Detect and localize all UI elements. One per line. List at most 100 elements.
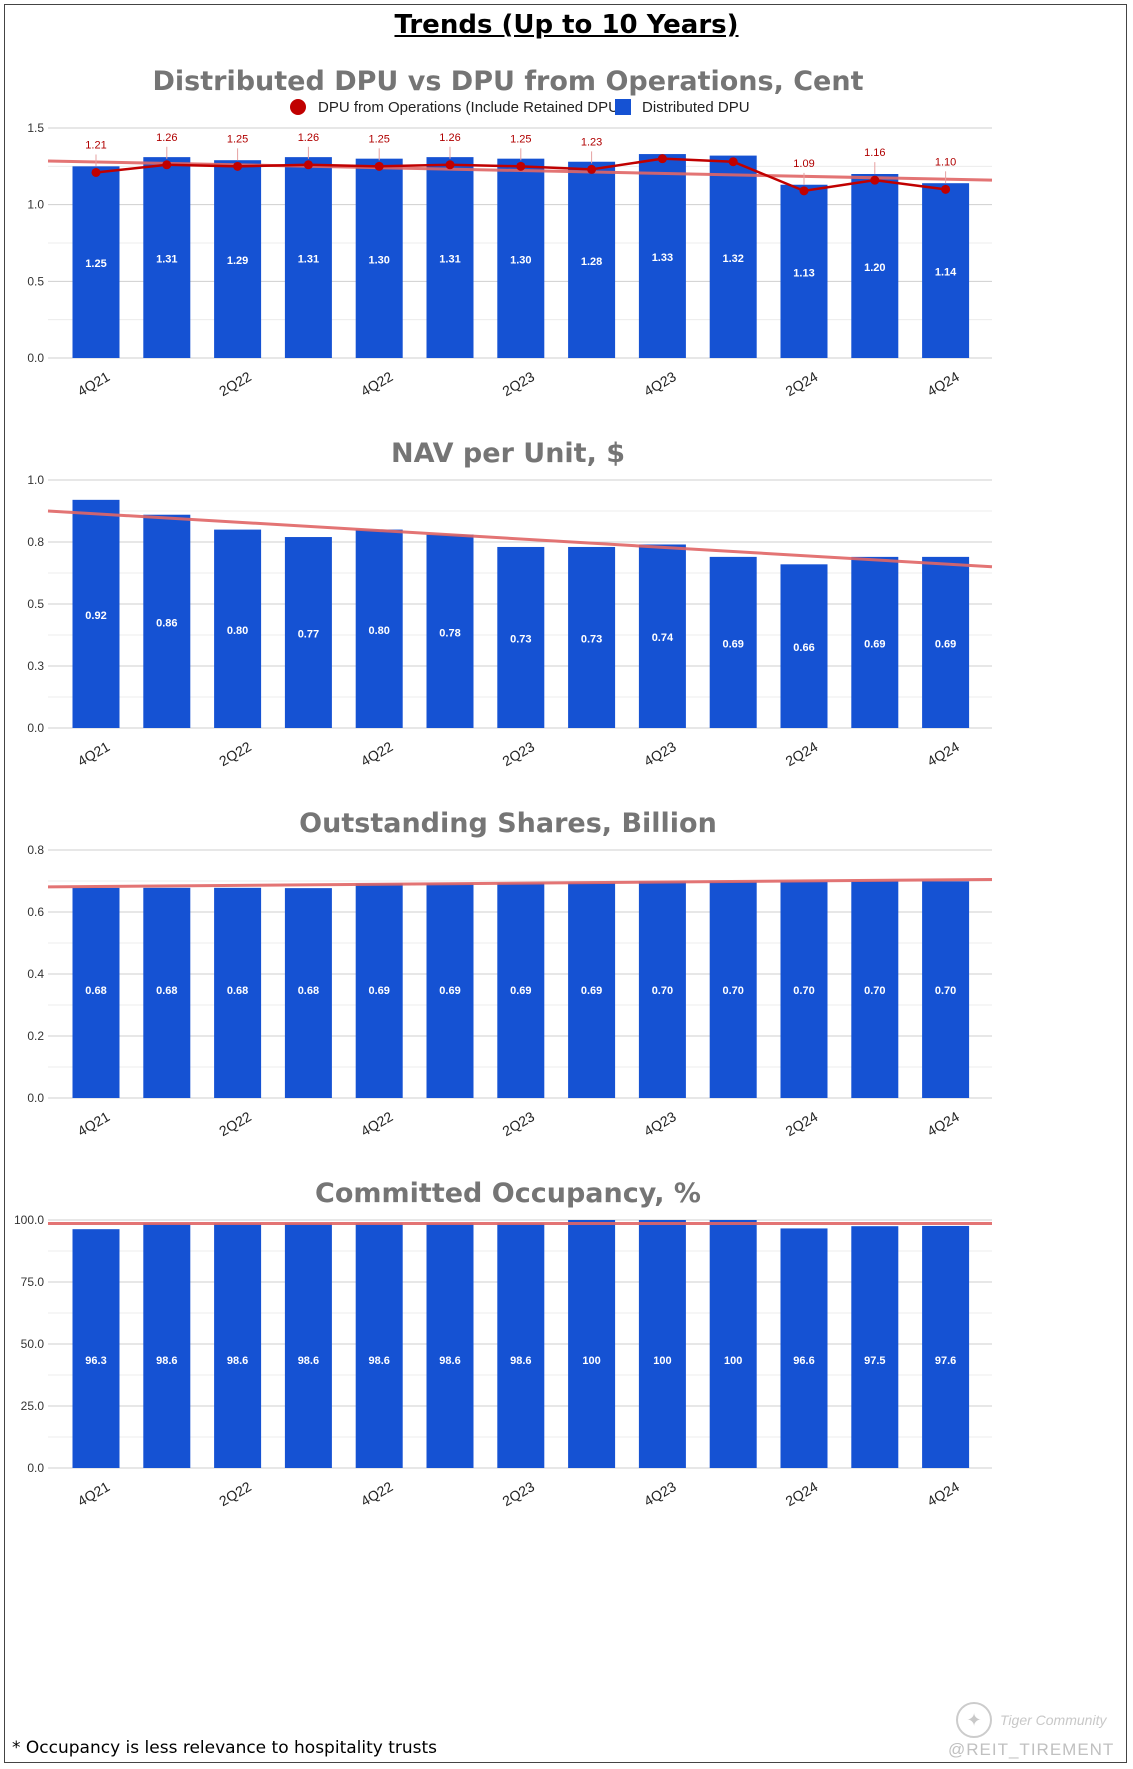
line-point (728, 157, 738, 167)
bar-value-label: 98.6 (156, 1355, 177, 1367)
bar-value-label: 96.6 (793, 1355, 814, 1367)
legend-label: Distributed DPU (642, 99, 750, 116)
x-tick-label: 4Q21 (75, 1478, 113, 1509)
chart-title: Outstanding Shares, Billion (299, 808, 717, 839)
bar (143, 157, 191, 358)
line-value-label: 1.21 (85, 139, 106, 151)
bar-value-label: 0.86 (156, 617, 177, 629)
bar-value-label: 0.69 (722, 638, 743, 650)
x-tick-label: 4Q21 (75, 738, 113, 769)
bar-value-label: 1.30 (510, 254, 531, 266)
y-tick-label: 0.5 (27, 597, 44, 611)
x-tick-label: 4Q23 (641, 368, 679, 399)
x-tick-label: 4Q22 (358, 1108, 396, 1139)
bar-value-label: 0.74 (652, 632, 674, 644)
line-point (870, 175, 880, 185)
bar-value-label: 100 (653, 1355, 671, 1367)
line-value-label: 1.25 (368, 133, 389, 145)
bar-value-label: 0.68 (227, 985, 248, 997)
bar (922, 1225, 970, 1468)
bar (214, 887, 262, 1098)
x-tick-label: 2Q23 (499, 1478, 537, 1509)
y-tick-label: 25.0 (21, 1399, 45, 1413)
x-tick-label: 2Q24 (783, 368, 821, 399)
bar (143, 1223, 191, 1468)
bar (497, 1223, 545, 1468)
bar (72, 166, 120, 358)
watermark-brand: Tiger Community (1000, 1712, 1107, 1728)
footnote: * Occupancy is less relevance to hospita… (12, 1738, 438, 1758)
bar (922, 183, 970, 358)
y-tick-label: 0.0 (27, 1091, 44, 1105)
y-tick-label: 0.3 (27, 659, 44, 673)
bar (497, 546, 545, 728)
line-point (303, 160, 313, 170)
watermark: ✦ Tiger Community @REIT_TIREMENT (948, 1700, 1123, 1760)
x-tick-label: 4Q22 (358, 1478, 396, 1509)
bar (780, 1228, 828, 1468)
bar (851, 1226, 899, 1468)
y-tick-label: 0.8 (27, 843, 44, 857)
bar (780, 184, 828, 358)
bar (638, 154, 686, 358)
bar (638, 544, 686, 728)
x-tick-label: 4Q22 (358, 738, 396, 769)
bar-value-label: 1.14 (935, 267, 957, 279)
trendline (47, 877, 993, 889)
x-tick-label: 4Q23 (641, 1108, 679, 1139)
bar (72, 499, 120, 728)
chart-2: NAV per Unit, $ 0.0 0.3 0.5 0.8 1.0 0.92 0.86 0.… (27, 438, 993, 769)
page-title: Trends (Up to 10 Years) (394, 10, 739, 40)
x-tick-label: 4Q23 (641, 738, 679, 769)
x-tick-label: 4Q24 (924, 368, 962, 399)
y-tick-label: 0.4 (27, 967, 44, 981)
bar-value-label: 0.68 (298, 985, 319, 997)
bar (284, 537, 332, 728)
x-tick-label: 2Q23 (499, 738, 537, 769)
bar-value-label: 1.13 (793, 267, 814, 279)
bar-value-label: 0.69 (510, 985, 531, 997)
bar-value-label: 0.80 (227, 625, 248, 637)
bar (568, 161, 616, 358)
bar (851, 556, 899, 728)
bar-value-label: 100 (582, 1355, 600, 1367)
x-tick-label: 4Q21 (75, 1108, 113, 1139)
bar (426, 534, 474, 728)
page-border (4, 4, 1127, 1763)
line-value-label: 1.09 (793, 158, 814, 170)
bar-value-label: 0.68 (85, 985, 106, 997)
x-tick-label: 2Q24 (783, 1108, 821, 1139)
bar (922, 556, 970, 728)
line-point (799, 186, 809, 196)
line-point (233, 161, 243, 171)
y-tick-label: 0.8 (27, 535, 44, 549)
x-tick-label: 4Q24 (924, 1478, 962, 1509)
x-tick-label: 2Q23 (499, 1108, 537, 1139)
bar-value-label: 97.6 (935, 1355, 956, 1367)
bar-value-label: 0.80 (368, 625, 389, 637)
x-tick-label: 2Q22 (216, 738, 254, 769)
bar-value-label: 0.77 (298, 629, 319, 641)
bar (851, 881, 899, 1098)
bar-value-label: 0.69 (439, 985, 460, 997)
bar (284, 888, 332, 1098)
chart-title: NAV per Unit, $ (391, 438, 625, 469)
chart-3: Outstanding Shares, Billion 0.0 0.2 0.4 0.6 0… (27, 808, 993, 1139)
bar-value-label: 0.66 (793, 642, 814, 654)
bar-value-label: 98.6 (439, 1355, 460, 1367)
bar-value-label: 98.6 (510, 1355, 531, 1367)
y-tick-label: 0.0 (27, 1461, 44, 1475)
chart-1: Distributed DPU vs DPU from Operations, … (27, 66, 993, 399)
x-tick-label: 4Q21 (75, 368, 113, 399)
x-tick-label: 4Q24 (924, 738, 962, 769)
bar (143, 514, 191, 728)
bar (214, 529, 262, 728)
bar-value-label: 1.29 (227, 255, 248, 267)
chart-title: Distributed DPU vs DPU from Operations, … (152, 66, 863, 97)
y-tick-label: 1.0 (27, 473, 44, 487)
line-value-label: 1.16 (864, 147, 885, 159)
line-value-label: 1.26 (156, 132, 177, 144)
bar (284, 157, 332, 358)
bar (214, 160, 262, 358)
bar-value-label: 100 (724, 1355, 742, 1367)
